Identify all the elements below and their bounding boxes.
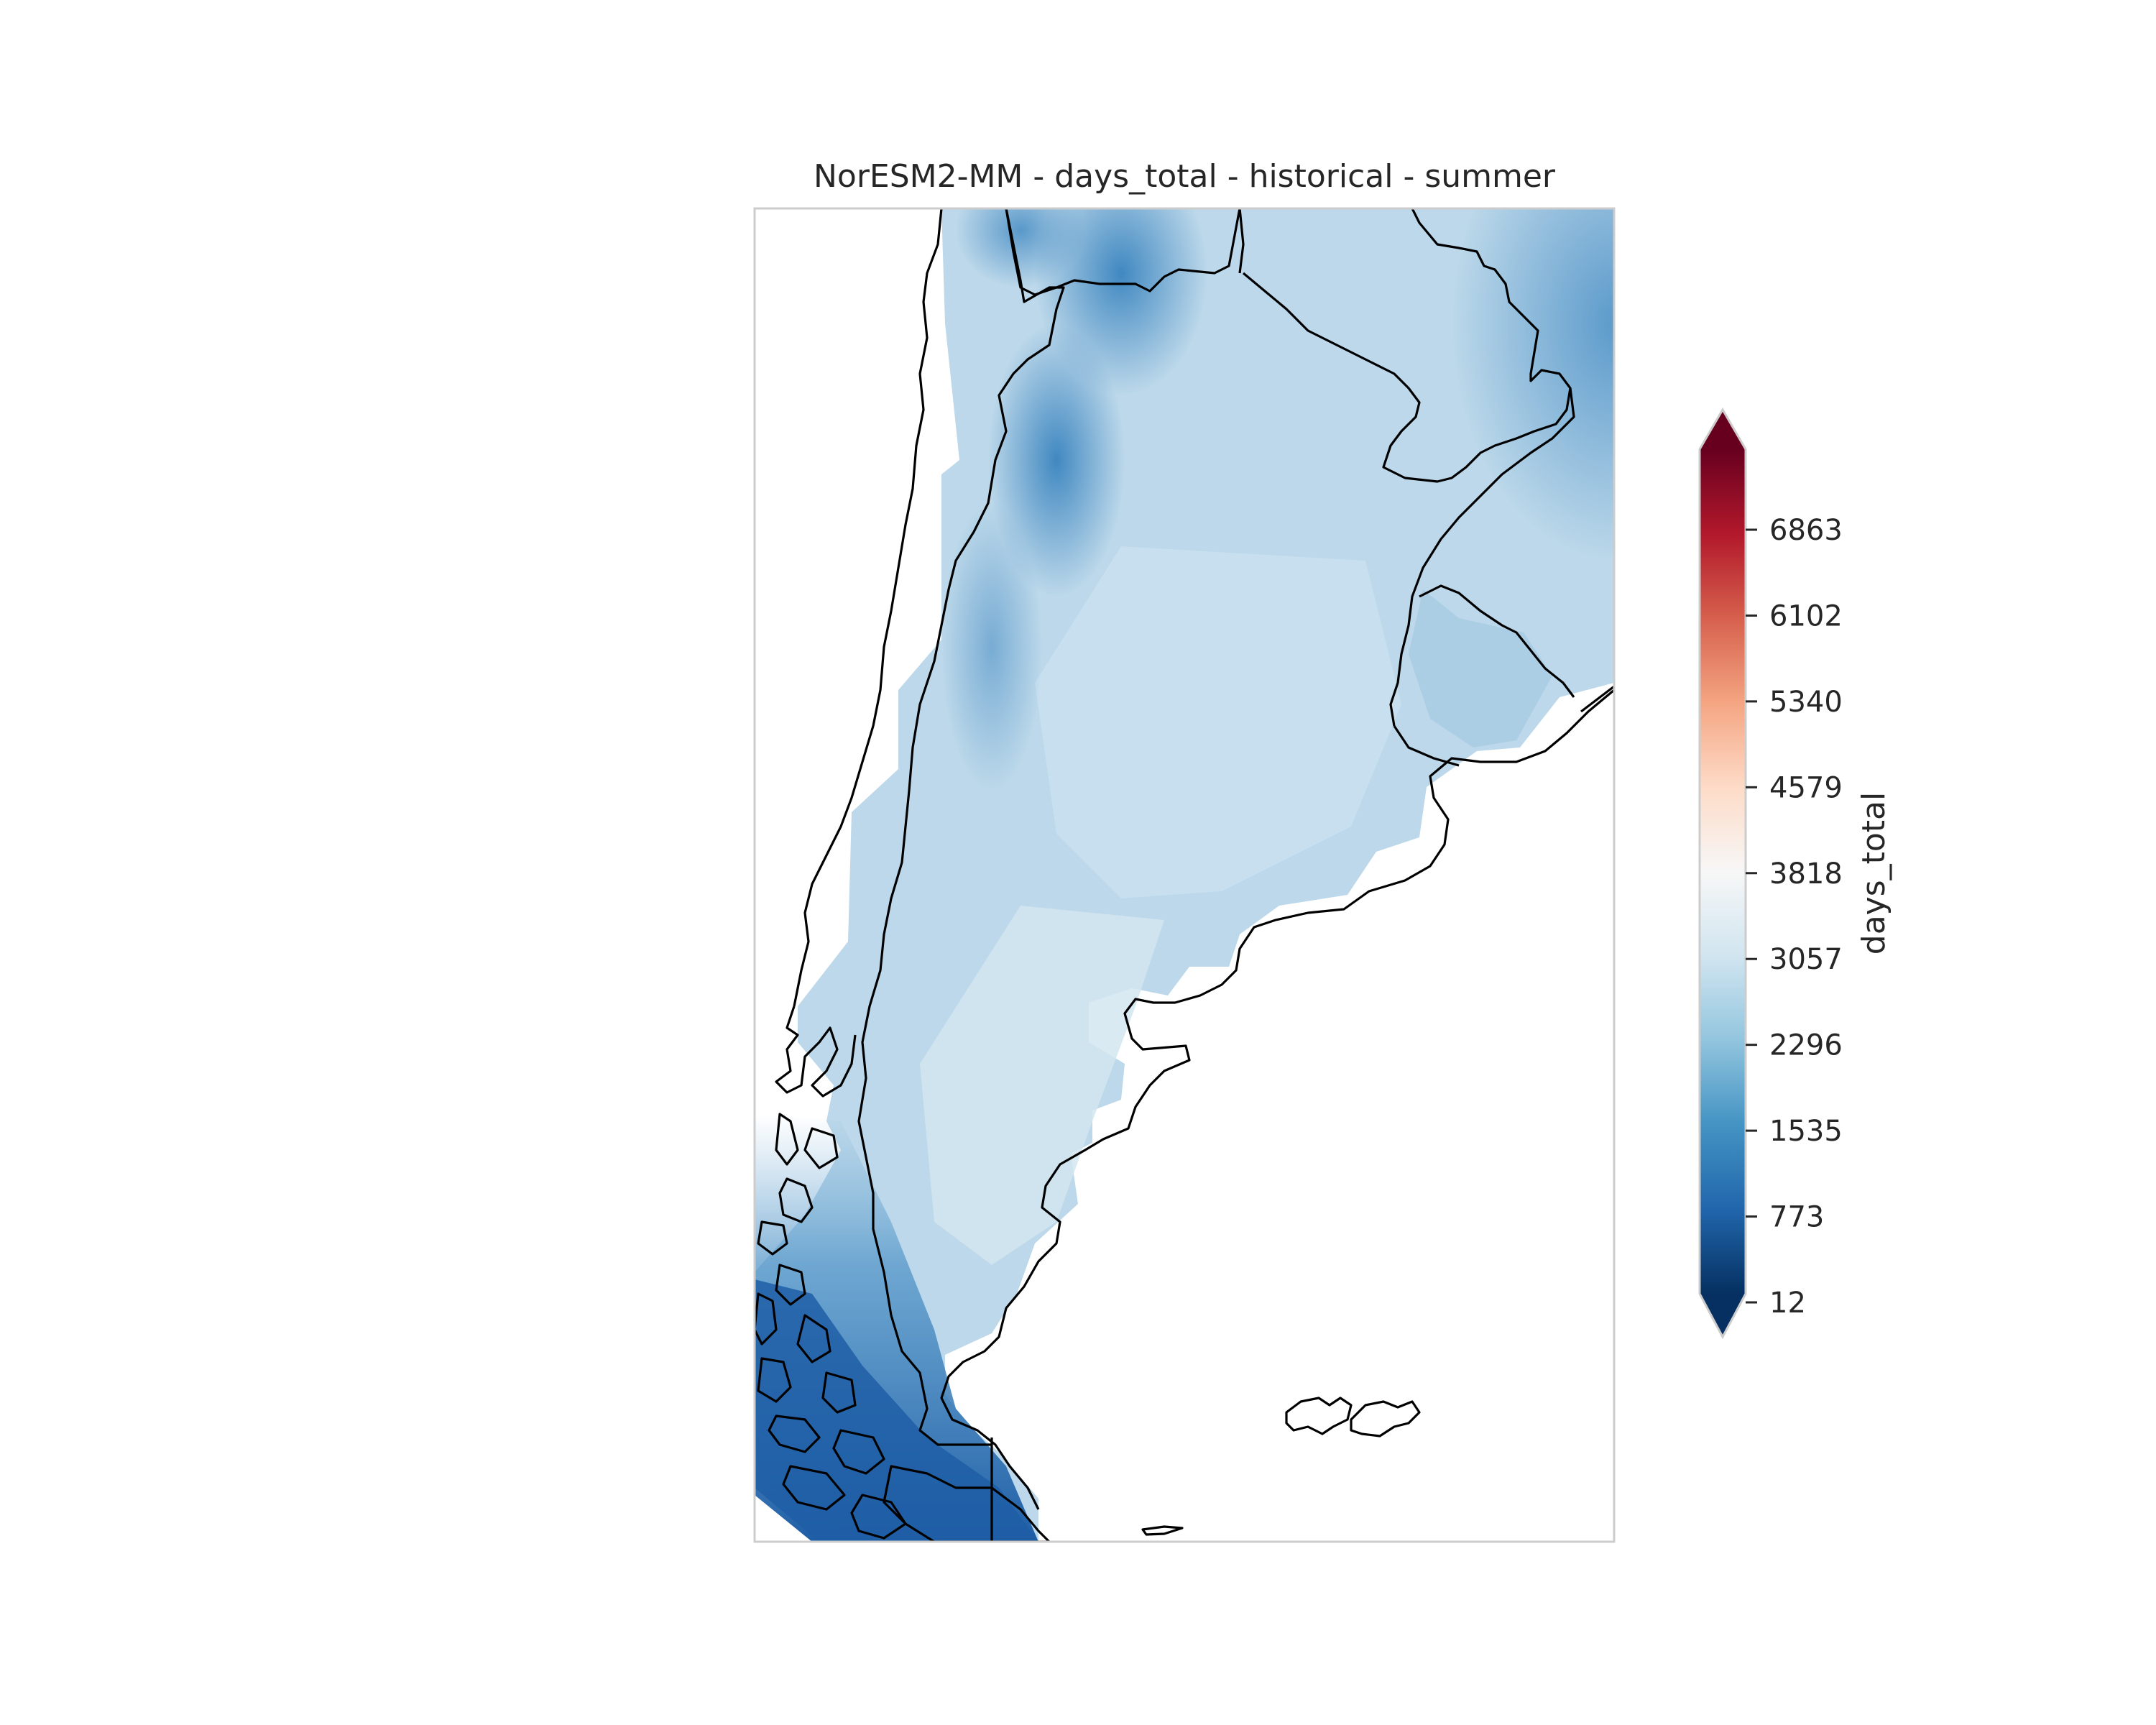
island-chiloe (775, 1113, 799, 1166)
island-chile-8 (821, 1371, 857, 1414)
island-chile-2 (778, 1177, 814, 1223)
colorbar-extend-bottom (1700, 1294, 1746, 1337)
field-dark-northeast (1452, 208, 1614, 561)
field-dark-top (956, 208, 1085, 288)
border-uruguay (1419, 584, 1575, 698)
field-uruguay (1409, 589, 1552, 748)
island-chile-9 (768, 1414, 821, 1453)
field-dark-andes-mid (988, 323, 1125, 597)
colorbar-tick-label: 12 (1769, 1287, 1806, 1320)
island-chile-7 (757, 1357, 792, 1403)
colorbar-tick-label: 3818 (1769, 857, 1843, 891)
colorbar-tick-label: 3057 (1769, 943, 1843, 976)
colorbar-tick-label: 773 (1769, 1201, 1824, 1234)
colorbar-tick-label: 4579 (1769, 771, 1843, 804)
colorbar-tick-label: 6863 (1769, 514, 1843, 547)
coastline-river-plate (1393, 685, 1614, 767)
colorbar-ticks: 12 773 1535 2296 3057 3818 4579 5340 6102 6863 (1746, 514, 1843, 1320)
colorbar-tick-label: 2296 (1769, 1029, 1843, 1062)
colorbar-extend-top (1700, 410, 1746, 449)
border-bolivia (1005, 208, 1241, 296)
field-dark-andes-low (941, 503, 1042, 791)
colorbar-tick-label: 1535 (1769, 1115, 1843, 1148)
island-chile-3 (757, 1220, 788, 1256)
island-staten (1141, 1525, 1184, 1536)
border-brazil-argentina (1238, 208, 1245, 274)
field-light-east (1035, 546, 1401, 898)
map-axes (755, 208, 1614, 1542)
figure-title: NorESM2-MM - days_total - historical - s… (814, 158, 1556, 195)
field-darkest-south (755, 1279, 1038, 1542)
island-chile-11 (782, 1465, 846, 1511)
island-chile-4 (775, 1264, 806, 1306)
colorbar-outline (1698, 408, 1747, 1340)
border-misiones (1389, 387, 1575, 727)
island-chile-1 (803, 1127, 839, 1169)
island-chile-10 (832, 1429, 885, 1475)
colorbar-tick-label: 5340 (1769, 686, 1843, 719)
coastline-pacific (793, 208, 943, 1007)
island-falklands-east (1350, 1400, 1421, 1438)
island-falklands-west (1285, 1397, 1353, 1435)
border-chile-argentina (857, 208, 1065, 1446)
border-paraguay (1242, 208, 1572, 483)
island-navarino (850, 1494, 907, 1540)
colorbar-gradient (1700, 449, 1746, 1294)
coastline-atlantic (940, 689, 1614, 1510)
colorbar: 12 773 1535 2296 3057 3818 4579 5340 6102 6863 da… (1698, 408, 1892, 1340)
coastline-chile-archipelago (775, 1006, 857, 1098)
map-frame (753, 207, 1616, 1543)
colorbar-label: days_total (1856, 792, 1892, 954)
island-chile-6 (796, 1314, 831, 1363)
colorbar-tick-label: 6102 (1769, 599, 1843, 632)
island-tierra-del-fuego (883, 1465, 1051, 1542)
field-light-south (920, 906, 1164, 1265)
